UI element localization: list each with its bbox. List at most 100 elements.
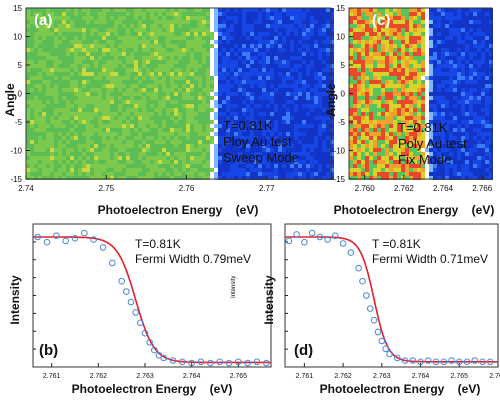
- heatmap-cell: [302, 64, 306, 68]
- heatmap-cell: [102, 156, 106, 160]
- heatmap-cell: [453, 100, 457, 104]
- heatmap-cell: [38, 128, 42, 132]
- heatmap-cell: [361, 20, 365, 24]
- heatmap-cell: [158, 92, 162, 96]
- heatmap-cell: [349, 24, 353, 28]
- heatmap-cell: [38, 140, 42, 144]
- heatmap-cell: [278, 68, 282, 72]
- heatmap-cell: [70, 52, 74, 56]
- data-point: [100, 245, 106, 251]
- heatmap-cell: [290, 36, 294, 40]
- heatmap-cell: [222, 80, 226, 84]
- heatmap-cell: [294, 92, 298, 96]
- heatmap-cell: [453, 32, 457, 36]
- heatmap-cell: [130, 156, 134, 160]
- heatmap-cell: [445, 48, 449, 52]
- heatmap-cell: [198, 100, 202, 104]
- heatmap-cell: [202, 160, 206, 164]
- heatmap-cell: [226, 40, 230, 44]
- heatmap-cell: [230, 100, 234, 104]
- heatmap-cell: [274, 108, 278, 112]
- heatmap-cell: [302, 8, 306, 12]
- heatmap-cell: [154, 140, 158, 144]
- heatmap-cell: [138, 28, 142, 32]
- heatmap-cell: [441, 100, 445, 104]
- heatmap-cell: [50, 76, 54, 80]
- heatmap-cell: [385, 136, 389, 140]
- heatmap-cell: [282, 172, 286, 176]
- heatmap-cell: [130, 132, 134, 136]
- heatmap-cell: [437, 168, 441, 172]
- panel-a-annotation-1: T=0.81K: [223, 118, 273, 133]
- heatmap-cell: [62, 168, 66, 172]
- heatmap-cell: [314, 28, 318, 32]
- heatmap-cell: [409, 52, 413, 56]
- heatmap-cell: [310, 156, 314, 160]
- heatmap-cell: [110, 16, 114, 20]
- heatmap-cell: [473, 80, 477, 84]
- heatmap-cell: [78, 28, 82, 32]
- heatmap-cell: [214, 8, 218, 12]
- heatmap-cell: [385, 132, 389, 136]
- heatmap-cell: [138, 132, 142, 136]
- heatmap-cell: [182, 52, 186, 56]
- heatmap-cell: [98, 8, 102, 12]
- heatmap-cell: [461, 44, 465, 48]
- x-tick-label: 2.762: [90, 373, 108, 380]
- heatmap-cell: [389, 152, 393, 156]
- heatmap-cell: [393, 52, 397, 56]
- heatmap-cell: [170, 56, 174, 60]
- heatmap-cell: [130, 92, 134, 96]
- heatmap-cell: [286, 60, 290, 64]
- heatmap-cell: [234, 92, 238, 96]
- heatmap-cell: [94, 116, 98, 120]
- heatmap-cell: [190, 116, 194, 120]
- heatmap-cell: [62, 108, 66, 112]
- heatmap-cell: [222, 112, 226, 116]
- heatmap-cell: [369, 164, 373, 168]
- heatmap-cell: [437, 44, 441, 48]
- heatmap-cell: [274, 64, 278, 68]
- heatmap-cell: [142, 104, 146, 108]
- heatmap-cell: [50, 152, 54, 156]
- heatmap-cell: [110, 72, 114, 76]
- heatmap-cell: [166, 144, 170, 148]
- heatmap-cell: [178, 32, 182, 36]
- heatmap-cell: [42, 92, 46, 96]
- heatmap-cell: [298, 124, 302, 128]
- heatmap-cell: [441, 40, 445, 44]
- heatmap-cell: [401, 40, 405, 44]
- heatmap-cell: [417, 80, 421, 84]
- heatmap-cell: [166, 52, 170, 56]
- heatmap-cell: [106, 32, 110, 36]
- heatmap-cell: [54, 148, 58, 152]
- heatmap-cell: [314, 52, 318, 56]
- heatmap-cell: [286, 52, 290, 56]
- heatmap-cell: [146, 92, 150, 96]
- heatmap-cell: [94, 140, 98, 144]
- heatmap-cell: [114, 148, 118, 152]
- heatmap-cell: [114, 44, 118, 48]
- heatmap-cell: [202, 52, 206, 56]
- heatmap-cell: [405, 48, 409, 52]
- heatmap-cell: [198, 136, 202, 140]
- heatmap-cell: [134, 84, 138, 88]
- heatmap-cell: [385, 152, 389, 156]
- heatmap-cell: [34, 124, 38, 128]
- panel-b-tag: (b): [39, 342, 58, 359]
- heatmap-cell: [126, 32, 130, 36]
- heatmap-cell: [357, 24, 361, 28]
- heatmap-cell: [62, 136, 66, 140]
- heatmap-cell: [154, 40, 158, 44]
- heatmap-cell: [274, 92, 278, 96]
- heatmap-cell: [477, 44, 481, 48]
- heatmap-cell: [174, 24, 178, 28]
- heatmap-cell: [150, 96, 154, 100]
- heatmap-cell: [401, 24, 405, 28]
- heatmap-cell: [234, 32, 238, 36]
- heatmap-cell: [242, 168, 246, 172]
- heatmap-cell: [314, 96, 318, 100]
- heatmap-cell: [274, 100, 278, 104]
- heatmap-cell: [78, 72, 82, 76]
- heatmap-cell: [413, 68, 417, 72]
